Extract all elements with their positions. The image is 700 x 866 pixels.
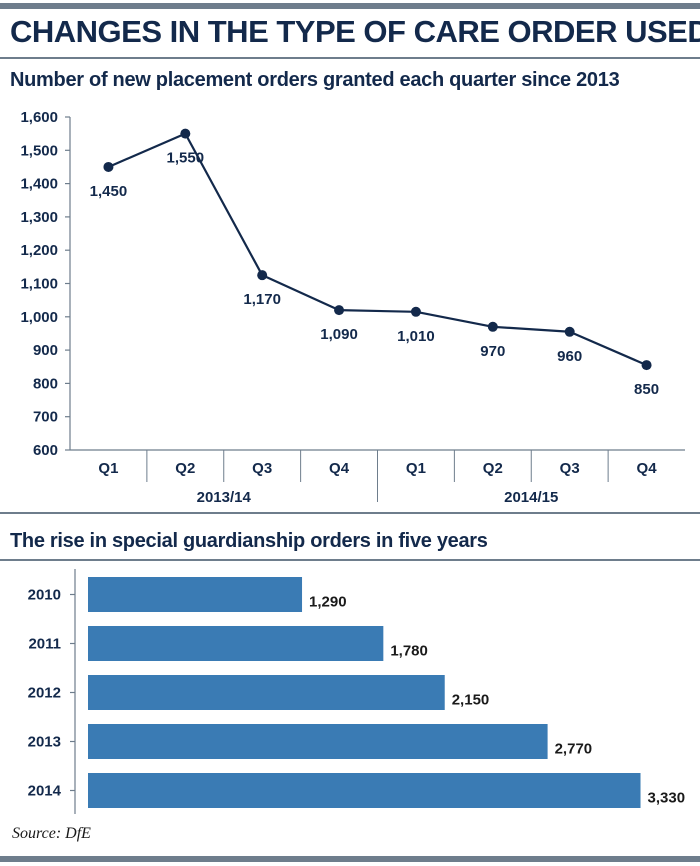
line-chart-title: Number of new placement orders granted e… (10, 69, 620, 91)
top-rule (0, 3, 700, 9)
data-label: 970 (480, 343, 505, 360)
y-tick-label: 1,000 (20, 309, 58, 326)
data-point (334, 305, 345, 316)
line-chart: 600 700 800 900 1,000 1,100 1,200 1,300 1,400 1,5… (20, 109, 685, 506)
x-tick-label: Q1 (98, 460, 118, 477)
data-label: 1,170 (243, 291, 281, 308)
y-tick-label: 1,500 (20, 142, 58, 159)
x-group-label: 2014/15 (504, 489, 558, 506)
x-tick-label: Q2 (483, 460, 503, 477)
data-point (564, 326, 575, 337)
data-point (180, 128, 191, 139)
bottom-rule (0, 856, 700, 862)
bar-value-label: 3,330 (648, 790, 686, 807)
x-tick-label: Q3 (252, 460, 272, 477)
y-tick-label: 1,100 (20, 276, 58, 293)
data-point (103, 161, 114, 172)
bar-value-label: 2,770 (555, 741, 593, 758)
source-note: Source: DfE (12, 825, 91, 842)
bar-title-divider (0, 559, 700, 561)
data-point (641, 360, 652, 371)
y-tick-label: 1,200 (20, 242, 58, 259)
y-tick-label: 1,300 (20, 209, 58, 226)
y-tick-label: 800 (33, 375, 58, 392)
section-divider (0, 512, 700, 514)
data-label: 1,450 (90, 183, 128, 200)
category-label: 2012 (28, 685, 61, 702)
y-tick-label: 1,600 (20, 109, 58, 126)
data-label: 1,550 (167, 150, 205, 167)
x-tick-label: Q4 (637, 460, 658, 477)
title-divider (0, 57, 700, 59)
data-label: 1,090 (320, 326, 358, 343)
x-tick-label: Q4 (329, 460, 350, 477)
category-label: 2011 (28, 636, 61, 653)
bar-value-label: 1,290 (309, 594, 347, 611)
data-point (487, 321, 498, 332)
y-tick-label: 1,400 (20, 176, 58, 193)
bar (88, 724, 548, 759)
y-tick-label: 700 (33, 409, 58, 426)
data-point (410, 306, 421, 317)
bar-chart-title: The rise in special guardianship orders … (10, 530, 488, 552)
bar (88, 626, 384, 661)
x-tick-label: Q3 (560, 460, 580, 477)
x-group-label: 2013/14 (197, 489, 252, 506)
data-point (257, 270, 268, 281)
y-tick-label: 600 (33, 442, 58, 459)
x-tick-label: Q2 (175, 460, 195, 477)
bar-value-label: 1,780 (390, 643, 428, 660)
data-label: 960 (557, 348, 582, 365)
bar-chart: 2010 1,290 2011 1,780 2012 2,150 2013 2,770 2014… (28, 569, 686, 814)
category-label: 2010 (28, 587, 61, 604)
series-line (108, 132, 647, 367)
category-label: 2013 (28, 734, 61, 751)
data-label: 850 (634, 381, 659, 398)
data-label: 1,010 (397, 328, 435, 345)
bar (88, 773, 641, 808)
bar (88, 675, 445, 710)
category-label: 2014 (28, 783, 62, 800)
y-tick-label: 900 (33, 342, 58, 359)
bar (88, 577, 303, 612)
x-tick-label: Q1 (406, 460, 426, 477)
main-title: CHANGES IN THE TYPE OF CARE ORDER USED (10, 14, 700, 49)
bar-value-label: 2,150 (452, 692, 490, 709)
